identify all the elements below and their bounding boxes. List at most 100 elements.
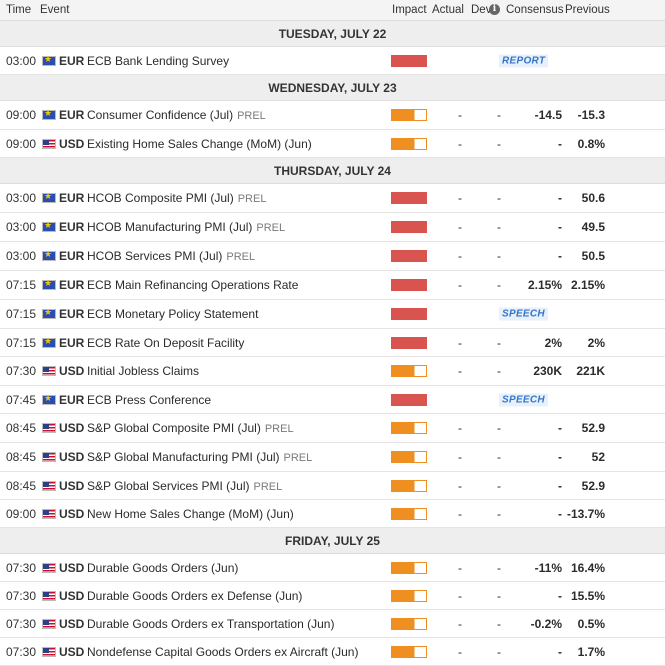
event-row[interactable]: 07:30 USD Durable Goods Orders ex Defense … bbox=[0, 582, 665, 610]
info-icon[interactable]: i bbox=[489, 4, 500, 15]
event-name[interactable]: Initial Jobless Claims bbox=[87, 364, 199, 378]
event-name[interactable]: ECB Press Conference bbox=[87, 393, 211, 407]
event-title[interactable]: Durable Goods Orders ex Transportation (… bbox=[87, 616, 335, 631]
event-title[interactable]: New Home Sales Change (MoM) (Jun) bbox=[87, 506, 294, 521]
header-event[interactable]: Event bbox=[40, 4, 70, 16]
event-row[interactable]: 08:45 USD S&P Global Composite PMI (Jul) PR… bbox=[0, 414, 665, 443]
event-name[interactable]: HCOB Services PMI (Jul) PREL bbox=[87, 249, 255, 263]
event-name[interactable]: Durable Goods Orders ex Defense (Jun) bbox=[87, 589, 302, 603]
eur-flag-icon bbox=[42, 191, 56, 203]
event-time: 08:45 bbox=[6, 478, 37, 493]
event-title[interactable]: Initial Jobless Claims bbox=[87, 364, 200, 378]
event-title[interactable]: ECB Main Refinancing Operations Rate bbox=[87, 278, 299, 292]
header-consensus[interactable]: Consensus bbox=[506, 4, 564, 16]
event-name[interactable]: ECB Rate On Deposit Facility bbox=[87, 336, 244, 350]
day-label: TUESDAY, JULY 22 bbox=[278, 27, 387, 41]
currency-code: USD bbox=[59, 450, 85, 464]
prel-badge: PREL bbox=[256, 222, 286, 234]
event-name[interactable]: Existing Home Sales Change (MoM) (Jun) bbox=[87, 137, 312, 151]
header-dev[interactable]: Dev bbox=[471, 4, 492, 16]
currency-code: EUR bbox=[59, 220, 85, 234]
event-name[interactable]: HCOB Composite PMI (Jul) PREL bbox=[87, 191, 266, 205]
header-time[interactable]: Time bbox=[6, 4, 32, 16]
currency-code: USD bbox=[59, 588, 85, 603]
header-actual[interactable]: Actual bbox=[432, 4, 464, 16]
event-row[interactable]: 08:45 USD S&P Global Manufacturing PMI (Ju… bbox=[0, 443, 665, 472]
event-name[interactable]: New Home Sales Change (MoM) (Jun) bbox=[87, 507, 294, 521]
actual-value: - bbox=[458, 364, 462, 378]
event-title[interactable]: HCOB Services PMI (Jul) bbox=[87, 249, 223, 263]
previous-value: 50.6 bbox=[581, 191, 605, 205]
event-title[interactable]: Durable Goods Orders (Jun) bbox=[87, 560, 239, 575]
previous-value: 52.9 bbox=[581, 478, 605, 493]
event-title[interactable]: HCOB Composite PMI (Jul) bbox=[87, 191, 234, 205]
consensus-value: -11% bbox=[534, 560, 562, 575]
eur-flag-icon bbox=[42, 307, 56, 319]
actual-value: - bbox=[458, 108, 462, 122]
event-type-tag[interactable]: REPORT bbox=[499, 54, 549, 67]
event-name[interactable]: HCOB Manufacturing PMI (Jul) PREL bbox=[87, 220, 285, 234]
event-name[interactable]: Durable Goods Orders (Jun) bbox=[87, 561, 238, 575]
event-title[interactable]: ECB Bank Lending Survey bbox=[87, 53, 230, 68]
event-name[interactable]: S&P Global Manufacturing PMI (Jul) PREL bbox=[87, 450, 312, 464]
event-name[interactable]: S&P Global Composite PMI (Jul) PREL bbox=[87, 421, 294, 435]
eur-flag-icon bbox=[42, 54, 56, 66]
event-row[interactable]: 08:45 USD S&P Global Services PMI (Jul) PRE… bbox=[0, 472, 665, 500]
event-row[interactable]: 07:30 USD Durable Goods Orders ex Transpor… bbox=[0, 610, 665, 638]
day-label: FRIDAY, JULY 25 bbox=[285, 534, 380, 548]
header-previous[interactable]: Previous bbox=[565, 4, 610, 16]
event-row[interactable]: 09:00 USD New Home Sales Change (MoM) (Jun… bbox=[0, 500, 665, 528]
event-title[interactable]: Durable Goods Orders ex Defense (Jun) bbox=[87, 588, 303, 603]
currency-code: USD bbox=[59, 644, 85, 659]
event-name[interactable]: ECB Main Refinancing Operations Rate bbox=[87, 278, 298, 292]
currency-code: EUR bbox=[59, 191, 85, 205]
event-time: 07:15 bbox=[6, 278, 37, 292]
event-time: 08:45 bbox=[6, 450, 37, 464]
event-time: 09:00 bbox=[6, 108, 37, 122]
event-name[interactable]: ECB Monetary Policy Statement bbox=[87, 307, 258, 321]
event-title[interactable]: ECB Rate On Deposit Facility bbox=[87, 335, 245, 350]
event-row[interactable]: 09:00 USD Existing Home Sales Change (MoM)… bbox=[0, 130, 665, 158]
event-title[interactable]: Nondefense Capital Goods Orders ex Aircr… bbox=[87, 644, 359, 659]
event-title[interactable]: ECB Press Conference bbox=[87, 392, 212, 407]
impact-medium-bar bbox=[391, 451, 427, 463]
event-type-tag[interactable]: SPEECH bbox=[499, 393, 548, 406]
event-title[interactable]: ECB Monetary Policy Statement bbox=[87, 307, 259, 321]
consensus-value: - bbox=[558, 249, 562, 263]
day-header: FRIDAY, JULY 25 bbox=[0, 528, 665, 554]
header-impact[interactable]: Impact bbox=[392, 4, 427, 16]
impact-high-bar bbox=[391, 54, 427, 67]
event-name[interactable]: Durable Goods Orders ex Transportation (… bbox=[87, 617, 334, 631]
event-title[interactable]: Existing Home Sales Change (MoM) (Jun) bbox=[87, 136, 312, 151]
event-title[interactable]: S&P Global Manufacturing PMI (Jul) bbox=[87, 450, 280, 464]
event-name[interactable]: Consumer Confidence (Jul) PREL bbox=[87, 108, 266, 122]
event-title[interactable]: S&P Global Composite PMI (Jul) bbox=[87, 421, 261, 435]
event-title[interactable]: Consumer Confidence (Jul) bbox=[87, 108, 234, 122]
impact-high-bar bbox=[391, 192, 427, 204]
event-row[interactable]: 07:30 USD Nondefense Capital Goods Orders … bbox=[0, 638, 665, 666]
event-name[interactable]: ECB Bank Lending Survey bbox=[87, 54, 229, 68]
event-title[interactable]: HCOB Manufacturing PMI (Jul) bbox=[87, 220, 253, 234]
previous-value: 16.4% bbox=[570, 560, 605, 575]
event-type-tag[interactable]: SPEECH bbox=[499, 307, 548, 321]
event-name[interactable]: S&P Global Services PMI (Jul) PREL bbox=[87, 479, 282, 493]
prel-badge: PREL bbox=[237, 193, 267, 205]
event-row[interactable]: 07:30 USD Initial Jobless Claims - - 230K 221K bbox=[0, 357, 665, 386]
event-name[interactable]: Nondefense Capital Goods Orders ex Aircr… bbox=[87, 645, 358, 659]
previous-value: 52 bbox=[591, 450, 605, 464]
event-row[interactable]: 07:30 USD Durable Goods Orders (Jun) - - -11%… bbox=[0, 554, 665, 582]
deviation-value: - bbox=[497, 278, 501, 292]
event-time: 07:15 bbox=[6, 307, 37, 321]
event-title[interactable]: S&P Global Services PMI (Jul) bbox=[87, 478, 250, 493]
